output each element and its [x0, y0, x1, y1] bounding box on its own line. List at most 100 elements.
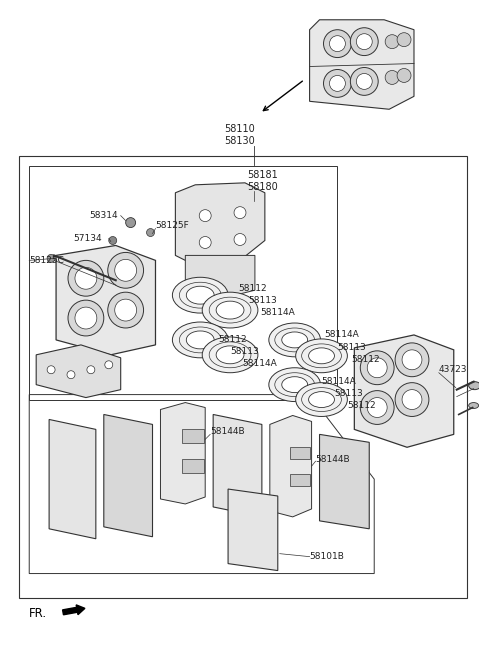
Polygon shape — [104, 415, 153, 537]
Circle shape — [402, 389, 422, 410]
Circle shape — [350, 28, 378, 55]
Circle shape — [356, 34, 372, 49]
Text: FR.: FR. — [29, 607, 48, 620]
Polygon shape — [160, 402, 205, 504]
Ellipse shape — [309, 348, 335, 364]
Circle shape — [47, 366, 55, 374]
Ellipse shape — [172, 322, 228, 358]
Text: 58101B: 58101B — [310, 552, 345, 561]
Polygon shape — [270, 415, 312, 517]
Text: 58125C: 58125C — [29, 256, 64, 265]
Text: 58112: 58112 — [351, 356, 380, 364]
Ellipse shape — [202, 337, 258, 372]
Circle shape — [105, 361, 113, 369]
Ellipse shape — [269, 368, 321, 402]
Ellipse shape — [282, 332, 308, 348]
Ellipse shape — [186, 286, 214, 304]
Polygon shape — [175, 183, 265, 270]
Circle shape — [234, 207, 246, 218]
Polygon shape — [36, 345, 120, 398]
Ellipse shape — [468, 382, 480, 389]
Polygon shape — [320, 434, 369, 529]
Polygon shape — [49, 419, 96, 539]
Circle shape — [115, 259, 137, 281]
Circle shape — [146, 229, 155, 237]
Circle shape — [68, 261, 104, 296]
Circle shape — [385, 70, 399, 84]
Text: 58180: 58180 — [248, 182, 278, 192]
Ellipse shape — [202, 292, 258, 328]
Text: 58112: 58112 — [238, 283, 266, 292]
Ellipse shape — [296, 383, 348, 417]
Circle shape — [75, 267, 97, 289]
Circle shape — [350, 68, 378, 96]
Circle shape — [360, 351, 394, 385]
Ellipse shape — [309, 391, 335, 408]
Circle shape — [109, 237, 117, 244]
Text: 58112: 58112 — [348, 401, 376, 410]
Text: 43723: 43723 — [439, 365, 468, 374]
Polygon shape — [228, 489, 278, 571]
Text: 58181: 58181 — [248, 170, 278, 180]
Bar — [19, 156, 467, 599]
Ellipse shape — [216, 301, 244, 319]
Circle shape — [87, 366, 95, 374]
Bar — [182, 459, 204, 473]
Ellipse shape — [282, 377, 308, 393]
Ellipse shape — [216, 346, 244, 364]
Text: 58110: 58110 — [225, 124, 255, 134]
Text: 57134: 57134 — [73, 234, 102, 243]
Ellipse shape — [186, 331, 214, 349]
FancyArrow shape — [62, 605, 85, 615]
Text: 58114A: 58114A — [324, 330, 359, 339]
Circle shape — [108, 252, 144, 288]
Circle shape — [356, 73, 372, 89]
Text: 58113: 58113 — [230, 347, 259, 356]
Circle shape — [47, 254, 55, 263]
Text: 58113: 58113 — [335, 389, 363, 398]
Text: 58314: 58314 — [89, 211, 118, 220]
Text: 58130: 58130 — [225, 136, 255, 146]
Text: 58112: 58112 — [218, 335, 247, 345]
Circle shape — [360, 391, 394, 424]
Polygon shape — [56, 246, 156, 355]
Text: 58113: 58113 — [248, 296, 276, 305]
Text: 58114A: 58114A — [322, 377, 356, 386]
Ellipse shape — [296, 339, 348, 372]
Ellipse shape — [468, 402, 479, 408]
Circle shape — [199, 210, 211, 222]
Circle shape — [68, 300, 104, 336]
Ellipse shape — [172, 278, 228, 313]
Circle shape — [108, 292, 144, 328]
Circle shape — [324, 70, 351, 98]
Circle shape — [234, 233, 246, 246]
Polygon shape — [354, 335, 454, 447]
Circle shape — [329, 36, 346, 51]
Ellipse shape — [269, 323, 321, 357]
Text: 58144B: 58144B — [315, 455, 350, 463]
Circle shape — [367, 358, 387, 378]
Bar — [290, 474, 310, 486]
Text: 58114A: 58114A — [242, 359, 277, 369]
Polygon shape — [310, 20, 414, 109]
Bar — [182, 430, 204, 443]
Circle shape — [402, 350, 422, 370]
Circle shape — [397, 32, 411, 47]
Circle shape — [329, 75, 346, 92]
Text: 58125F: 58125F — [156, 221, 189, 230]
Bar — [29, 166, 337, 400]
Text: 58144B: 58144B — [210, 427, 245, 436]
Circle shape — [385, 34, 399, 49]
Bar — [290, 447, 310, 459]
Circle shape — [367, 398, 387, 417]
Circle shape — [199, 237, 211, 248]
Circle shape — [395, 343, 429, 377]
Circle shape — [75, 307, 97, 329]
Circle shape — [126, 218, 136, 227]
Polygon shape — [213, 415, 262, 517]
Circle shape — [397, 68, 411, 83]
Circle shape — [115, 299, 137, 321]
Text: 58114A: 58114A — [260, 307, 295, 317]
Circle shape — [395, 383, 429, 417]
Circle shape — [324, 30, 351, 58]
